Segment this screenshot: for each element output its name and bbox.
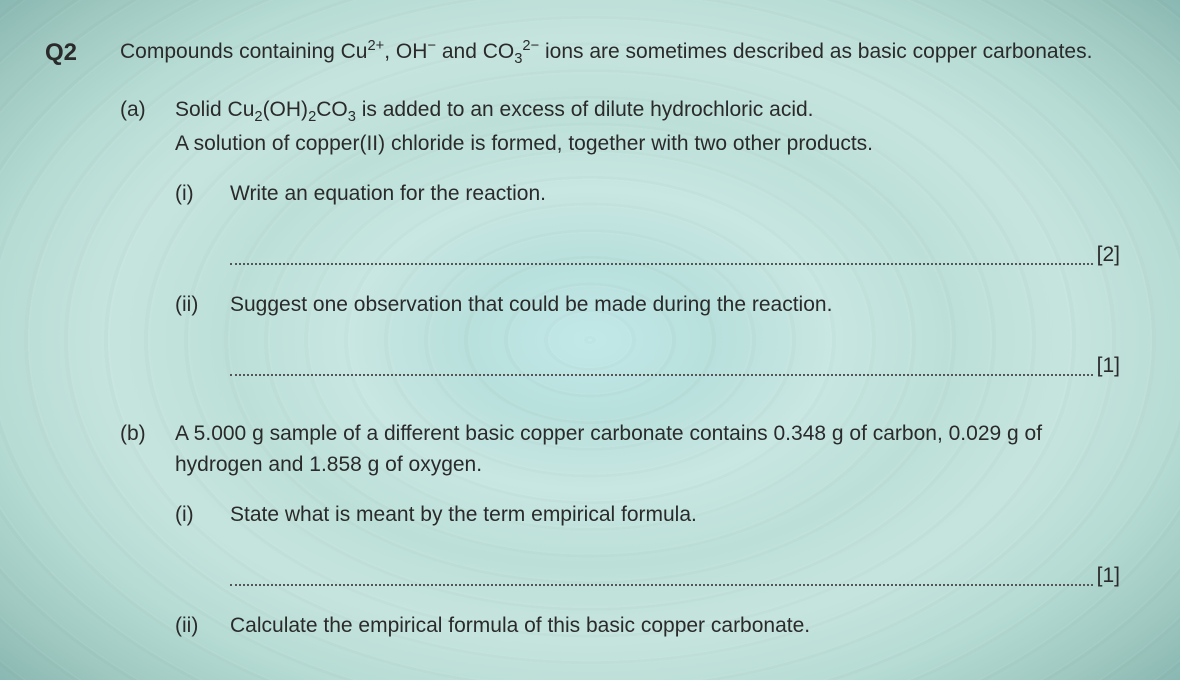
part-a-body: Solid Cu2(OH)2CO3 is added to an excess … — [175, 94, 1120, 390]
sub-text-a-ii: Suggest one observation that could be ma… — [230, 289, 1120, 321]
sub-text-a-i: Write an equation for the reaction. — [230, 178, 1120, 210]
sub-body-b-ii: Calculate the empirical formula of this … — [230, 610, 1120, 642]
question-row: Q2 Compounds containing Cu2+, OH− and CO… — [45, 35, 1120, 657]
dotted-line — [230, 263, 1093, 265]
part-b-body: A 5.000 g sample of a different basic co… — [175, 418, 1120, 648]
dotted-line — [230, 584, 1093, 586]
sub-label-a-i: (i) — [175, 178, 230, 210]
marks-a-i: [2] — [1097, 239, 1120, 271]
answer-line-a-ii: [1] — [230, 350, 1120, 382]
sub-label-a-ii: (ii) — [175, 289, 230, 321]
part-a-text: Solid Cu2(OH)2CO3 is added to an excess … — [175, 94, 1120, 160]
sub-body-a-ii: Suggest one observation that could be ma… — [230, 289, 1120, 321]
sub-body-b-i: State what is meant by the term empirica… — [230, 499, 1120, 531]
sub-label-b-i: (i) — [175, 499, 230, 531]
sub-body-a-i: Write an equation for the reaction. — [230, 178, 1120, 210]
sub-text-b-i: State what is meant by the term empirica… — [230, 499, 1120, 531]
question-intro: Compounds containing Cu2+, OH− and CO32−… — [120, 35, 1120, 70]
sub-label-b-ii: (ii) — [175, 610, 230, 642]
question-number: Q2 — [45, 35, 120, 657]
marks-a-ii: [1] — [1097, 350, 1120, 382]
sub-text-b-ii: Calculate the empirical formula of this … — [230, 610, 1120, 642]
answer-line-b-i: [1] — [230, 560, 1120, 592]
part-a: (a) Solid Cu2(OH)2CO3 is added to an exc… — [120, 94, 1120, 390]
part-label-a: (a) — [120, 94, 175, 390]
part-b-text: A 5.000 g sample of a different basic co… — [175, 418, 1120, 481]
marks-b-i: [1] — [1097, 560, 1120, 592]
answer-line-a-i: [2] — [230, 239, 1120, 271]
part-label-b: (b) — [120, 418, 175, 648]
part-a-ii: (ii) Suggest one observation that could … — [175, 289, 1120, 321]
question-body: Compounds containing Cu2+, OH− and CO32−… — [120, 35, 1120, 657]
exam-page: Q2 Compounds containing Cu2+, OH− and CO… — [0, 0, 1180, 657]
part-b-ii: (ii) Calculate the empirical formula of … — [175, 610, 1120, 642]
part-a-i: (i) Write an equation for the reaction. — [175, 178, 1120, 210]
part-b: (b) A 5.000 g sample of a different basi… — [120, 418, 1120, 648]
dotted-line — [230, 374, 1093, 376]
part-b-i: (i) State what is meant by the term empi… — [175, 499, 1120, 531]
